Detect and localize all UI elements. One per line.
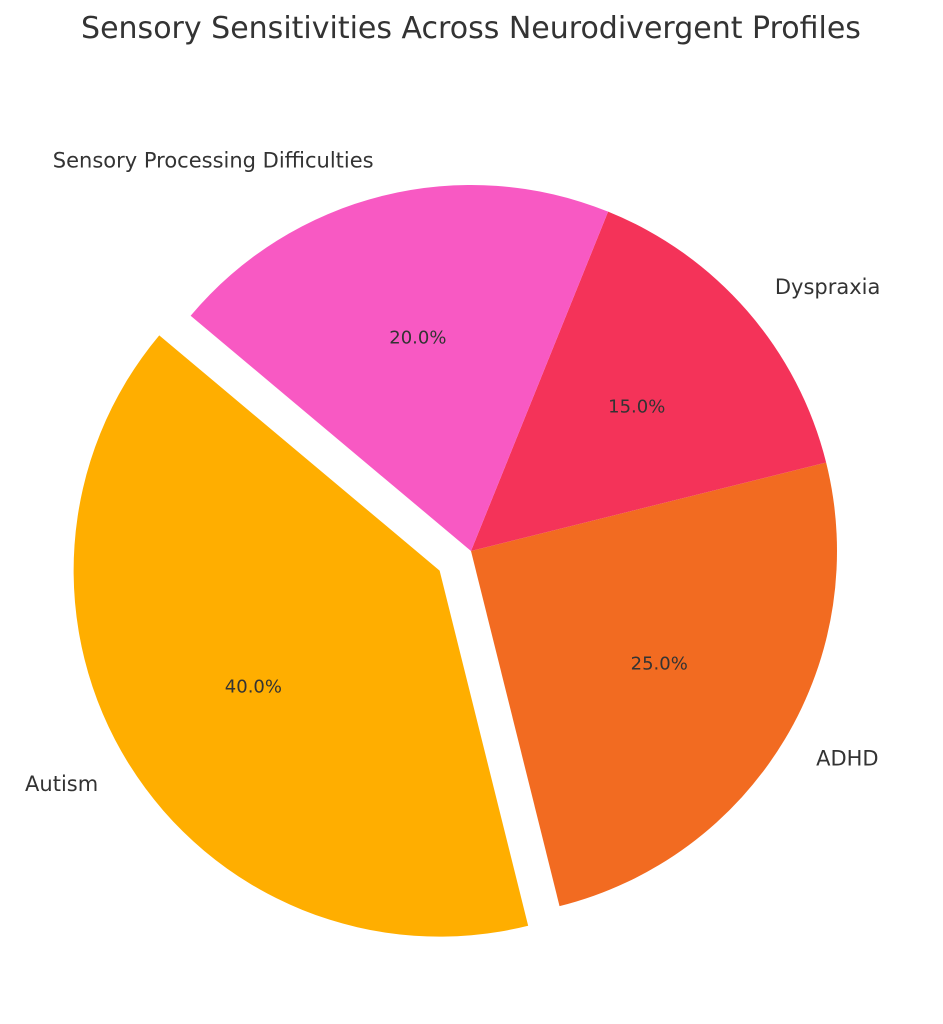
chart-title: Sensory Sensitivities Across Neurodiverg… — [81, 11, 861, 46]
pie-slice-sensory-processing-difficulties — [190, 185, 609, 551]
slice-label-sensory-processing-difficulties: Sensory Processing Difficulties — [53, 148, 374, 172]
slice-label-autism: Autism — [25, 772, 98, 796]
slice-percent-sensory-processing-difficulties: 20.0% — [389, 327, 446, 348]
pie-slice-adhd — [471, 462, 837, 907]
slice-percent-adhd: 25.0% — [631, 654, 688, 675]
slice-percent-dyspraxia: 15.0% — [608, 396, 665, 417]
pie-labels: Autism 40.0% ADHD 25.0% Dyspraxia 15.0% Sensor… — [25, 148, 880, 796]
slice-label-adhd: ADHD — [816, 746, 879, 770]
pie-slice-autism — [73, 335, 529, 937]
slice-percent-autism: 40.0% — [225, 676, 282, 697]
pie-slices — [73, 185, 837, 937]
pie-slice-dyspraxia — [471, 211, 827, 552]
slice-label-dyspraxia: Dyspraxia — [775, 275, 881, 299]
